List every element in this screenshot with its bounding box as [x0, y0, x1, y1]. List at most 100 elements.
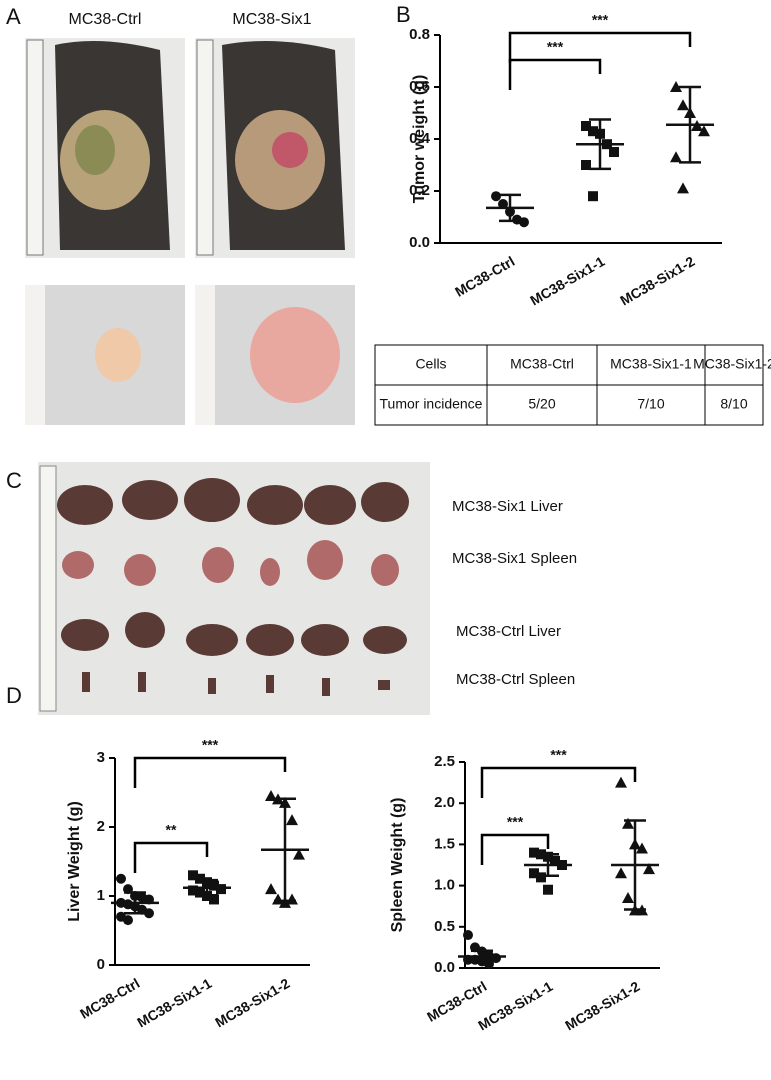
- data-point: [622, 817, 634, 829]
- significance-label: ***: [507, 814, 524, 830]
- data-point: [691, 120, 703, 131]
- table-header-cell: MC38-Ctrl: [510, 356, 574, 372]
- data-point: [123, 884, 133, 895]
- data-point: [615, 867, 627, 879]
- axis-line: [439, 35, 722, 244]
- x-tick-label: MC38-Ctrl: [77, 975, 142, 1022]
- data-point: [581, 160, 591, 170]
- data-point: [622, 891, 634, 903]
- photo-label: MC38-Six1: [232, 11, 311, 28]
- table-cell: 5/20: [528, 396, 555, 412]
- y-tick-label: 3: [97, 749, 105, 766]
- data-point: [615, 776, 627, 788]
- data-point: [595, 128, 605, 139]
- chart: 0.0 0.5 1.0 1.5 2.0 2.5 Spleen Weight (g) MC38-…: [389, 747, 660, 1034]
- data-point: [209, 894, 219, 905]
- data-point: [529, 847, 539, 858]
- data-point: [279, 796, 291, 808]
- y-tick-label: 0.4: [409, 130, 431, 147]
- x-tick-label: MC38-Six1-1: [475, 978, 555, 1034]
- x-tick-label: MC38-Six1-2: [562, 978, 642, 1034]
- y-tick-label: 1: [97, 887, 105, 904]
- data-point: [286, 893, 298, 905]
- y-tick-label: 0.6: [409, 78, 430, 95]
- data-point: [588, 126, 598, 137]
- significance-label: **: [166, 822, 177, 838]
- data-point: [286, 814, 298, 826]
- data-point: [677, 182, 689, 194]
- table: [374, 344, 764, 426]
- data-point: [543, 851, 553, 862]
- data-point: [550, 855, 560, 866]
- x-tick-label: MC38-Six1-1: [527, 253, 607, 309]
- data-point: [195, 887, 205, 898]
- significance-bracket: [480, 766, 637, 798]
- organ-photo: [38, 462, 430, 715]
- data-point: [123, 915, 133, 926]
- y-tick-label: 2: [97, 818, 105, 835]
- data-point: [188, 885, 198, 896]
- significance-bracket: [133, 756, 287, 788]
- data-point: [144, 908, 154, 919]
- data-point: [463, 930, 473, 941]
- data-point: [216, 884, 226, 895]
- panel-label: A: [6, 4, 21, 29]
- y-tick-label: 0.2: [409, 182, 430, 199]
- data-point: [636, 842, 648, 854]
- data-point: [629, 838, 641, 850]
- significance-bracket: [508, 31, 692, 63]
- x-tick-label: MC38-Six1-2: [617, 253, 697, 309]
- data-point: [265, 789, 277, 801]
- table-cell: Tumor incidence: [380, 396, 483, 412]
- data-point: [581, 121, 591, 131]
- data-point: [202, 891, 212, 901]
- significance-label: ***: [547, 39, 564, 55]
- x-tick-label: MC38-Six1-1: [134, 975, 214, 1031]
- significance-bracket: [508, 58, 602, 90]
- axis-line: [114, 758, 310, 966]
- significance-label: ***: [592, 12, 609, 28]
- table-header-cell: MC38-Six1-2: [693, 356, 771, 372]
- significance-bracket: [480, 833, 550, 865]
- y-tick-label: 0: [97, 956, 105, 973]
- organ-label: MC38-Six1 Spleen: [452, 550, 577, 567]
- significance-label: ***: [550, 747, 567, 763]
- data-point: [293, 848, 305, 860]
- organ-label: MC38-Ctrl Liver: [456, 623, 561, 640]
- organ-label: MC38-Ctrl Spleen: [456, 671, 575, 688]
- error-bar: [589, 118, 611, 171]
- table-cell: 7/10: [637, 396, 664, 412]
- panel-label: B: [396, 2, 411, 27]
- mouse-photo: [25, 38, 185, 258]
- photo-label: MC38-Ctrl: [69, 11, 142, 28]
- data-point: [272, 893, 284, 905]
- data-point: [265, 883, 277, 895]
- data-point: [144, 894, 154, 905]
- data-point: [684, 107, 696, 118]
- data-point: [677, 99, 689, 111]
- panel-label: C: [6, 468, 22, 493]
- data-point: [543, 884, 553, 895]
- data-point: [484, 958, 494, 969]
- data-point: [209, 880, 219, 891]
- y-tick-label: 0.0: [434, 959, 455, 976]
- data-point: [529, 868, 539, 879]
- y-tick-label: 0.8: [409, 26, 430, 43]
- table-header-cell: MC38-Six1-1: [610, 356, 692, 372]
- data-point: [463, 954, 473, 965]
- y-axis-title: Tumor weight (g): [411, 75, 428, 204]
- data-point: [643, 863, 655, 875]
- data-point: [491, 953, 501, 964]
- x-tick-label: MC38-Six1-2: [212, 975, 292, 1031]
- table-header-cell: Cells: [415, 356, 446, 372]
- table-cell: 8/10: [720, 396, 747, 412]
- data-point: [498, 199, 508, 209]
- data-point: [602, 139, 612, 150]
- y-tick-label: 2.5: [434, 753, 455, 770]
- significance-bracket: [133, 841, 209, 873]
- data-point: [116, 873, 126, 884]
- data-point: [491, 191, 501, 202]
- data-point: [505, 206, 515, 217]
- organ-label: MC38-Six1 Liver: [452, 498, 563, 515]
